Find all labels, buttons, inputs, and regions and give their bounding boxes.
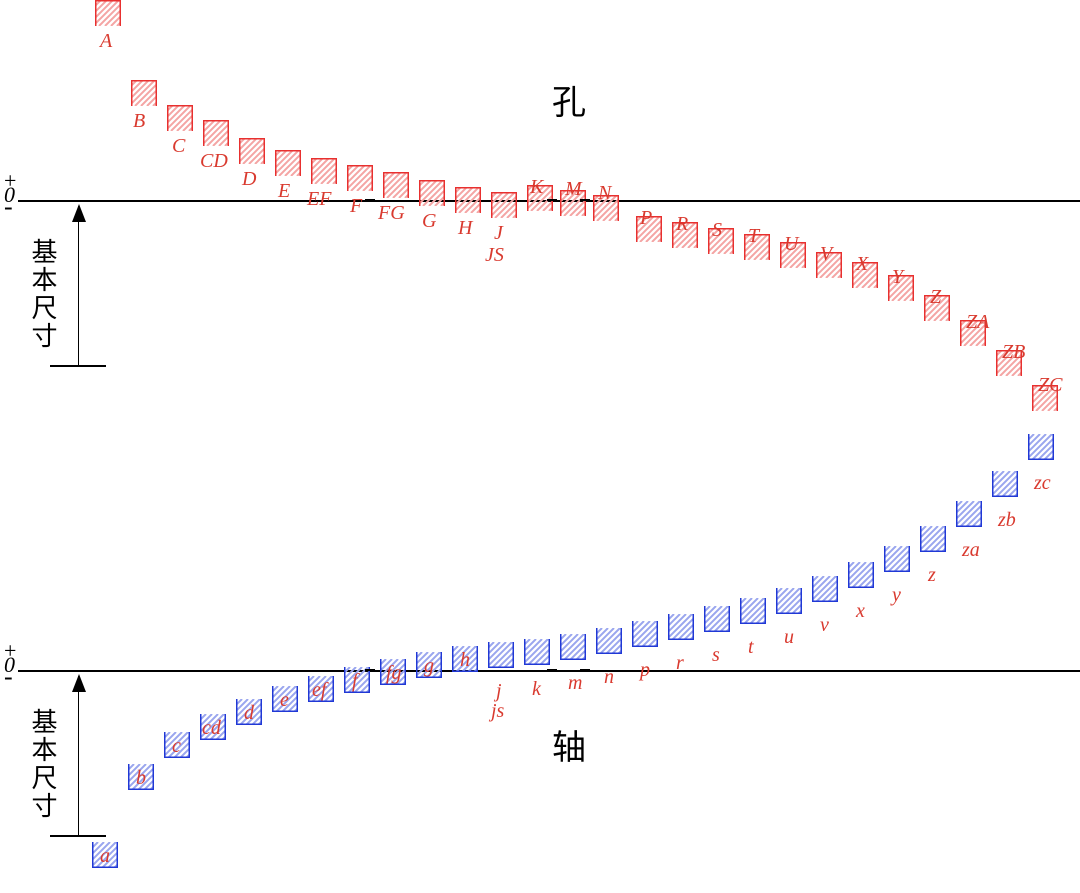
lower-basic-size-label: 基本尺寸 bbox=[24, 708, 61, 820]
hole-label-N: N bbox=[598, 182, 611, 205]
hole-label-ZA: ZA bbox=[966, 311, 989, 334]
lower-dimension-arrow bbox=[78, 676, 79, 835]
zero-tick bbox=[580, 669, 590, 671]
upper-zero-marker: + 0 - bbox=[4, 174, 34, 212]
hole-label-U: U bbox=[784, 233, 798, 256]
zero-tick bbox=[547, 669, 557, 671]
hole-label-ZC: ZC bbox=[1038, 374, 1062, 397]
shaft-zone-x bbox=[848, 562, 874, 588]
shaft-label-za: za bbox=[962, 539, 980, 562]
hole-label-S: S bbox=[712, 219, 722, 242]
hole-label-CD: CD bbox=[200, 150, 228, 173]
zero-tick bbox=[365, 199, 375, 201]
zero-tick bbox=[547, 199, 557, 201]
shaft-label-cd: cd bbox=[202, 717, 221, 740]
shaft-label-b: b bbox=[136, 767, 146, 790]
shaft-zone-z bbox=[920, 526, 946, 552]
hole-label-P: P bbox=[640, 207, 652, 230]
shaft-label-zb: zb bbox=[998, 509, 1016, 532]
shaft-label-v: v bbox=[820, 614, 829, 637]
shaft-label-e: e bbox=[280, 689, 289, 712]
shaft-zone-m bbox=[560, 634, 586, 660]
hole-label-A: A bbox=[100, 30, 112, 53]
hole-label-C: C bbox=[172, 135, 185, 158]
shaft-zone-s bbox=[704, 606, 730, 632]
hole-zone-A bbox=[95, 0, 121, 26]
shaft-title: 轴 bbox=[552, 720, 586, 769]
hole-label-F: F bbox=[350, 195, 362, 218]
shaft-zone-p bbox=[632, 621, 658, 647]
shaft-label-d: d bbox=[244, 702, 254, 725]
hole-zone-C bbox=[167, 105, 193, 131]
hole-label-FG: FG bbox=[378, 202, 405, 225]
shaft-label-u: u bbox=[784, 626, 794, 649]
hole-label-B: B bbox=[133, 110, 145, 133]
shaft-label-js: js bbox=[491, 700, 504, 723]
hole-zone-F bbox=[347, 165, 373, 191]
lower-zero-marker: + 0 - bbox=[4, 644, 34, 682]
hole-zone-H bbox=[455, 187, 481, 213]
shaft-label-a: a bbox=[100, 845, 110, 868]
hole-label-G: G bbox=[422, 210, 436, 233]
shaft-label-ef: ef bbox=[312, 679, 326, 702]
hole-label-JS: JS bbox=[485, 244, 504, 267]
shaft-label-c: c bbox=[172, 735, 181, 758]
upper-dimension-arrow bbox=[78, 206, 79, 365]
shaft-label-p: p bbox=[640, 659, 650, 682]
hole-zone-EF bbox=[311, 158, 337, 184]
hole-zone-J bbox=[491, 192, 517, 218]
shaft-zone-k bbox=[524, 639, 550, 665]
shaft-label-f: f bbox=[352, 670, 358, 693]
shaft-label-k: k bbox=[532, 678, 541, 701]
minus-label: - bbox=[4, 672, 34, 682]
shaft-zone-r bbox=[668, 614, 694, 640]
shaft-zone-t bbox=[740, 598, 766, 624]
zero-tick bbox=[580, 199, 590, 201]
shaft-zone-u bbox=[776, 588, 802, 614]
shaft-zone-zb bbox=[992, 471, 1018, 497]
hole-zone-B bbox=[131, 80, 157, 106]
hole-label-X: X bbox=[856, 253, 868, 276]
shaft-label-h: h bbox=[460, 649, 470, 672]
shaft-label-m: m bbox=[568, 672, 582, 695]
hole-zone-CD bbox=[203, 120, 229, 146]
hole-label-Z: Z bbox=[930, 286, 941, 309]
shaft-zone-za bbox=[956, 501, 982, 527]
shaft-zone-n bbox=[596, 628, 622, 654]
shaft-zone-j bbox=[488, 642, 514, 668]
hole-label-R: R bbox=[676, 213, 688, 236]
shaft-label-n: n bbox=[604, 666, 614, 689]
shaft-label-r: r bbox=[676, 652, 684, 675]
hole-label-V: V bbox=[820, 243, 832, 266]
shaft-label-t: t bbox=[748, 636, 754, 659]
shaft-label-zc: zc bbox=[1034, 472, 1051, 495]
hole-label-D: D bbox=[242, 168, 256, 191]
shaft-label-y: y bbox=[892, 584, 901, 607]
hole-label-J: J bbox=[494, 222, 503, 245]
hole-label-H: H bbox=[458, 217, 472, 240]
shaft-zone-zc bbox=[1028, 434, 1054, 460]
shaft-label-g: g bbox=[424, 655, 434, 678]
hole-zone-D bbox=[239, 138, 265, 164]
hole-label-Y: Y bbox=[892, 266, 903, 289]
minus-label: - bbox=[4, 202, 34, 212]
shaft-zone-y bbox=[884, 546, 910, 572]
hole-title: 孔 bbox=[552, 75, 586, 124]
shaft-label-s: s bbox=[712, 644, 720, 667]
hole-zone-E bbox=[275, 150, 301, 176]
upper-basic-size-label: 基本尺寸 bbox=[24, 238, 61, 350]
hole-label-K: K bbox=[530, 176, 543, 199]
hole-label-EF: EF bbox=[307, 188, 331, 211]
hole-label-ZB: ZB bbox=[1002, 341, 1025, 364]
shaft-label-x: x bbox=[856, 600, 865, 623]
shaft-zone-v bbox=[812, 576, 838, 602]
shaft-label-z: z bbox=[928, 564, 936, 587]
hole-label-E: E bbox=[278, 180, 290, 203]
hole-zone-FG bbox=[383, 172, 409, 198]
hole-label-T: T bbox=[748, 225, 759, 248]
hole-zone-G bbox=[419, 180, 445, 206]
hole-label-M: M bbox=[565, 178, 582, 201]
zero-tick bbox=[365, 669, 375, 671]
shaft-label-fg: fg bbox=[386, 662, 402, 685]
